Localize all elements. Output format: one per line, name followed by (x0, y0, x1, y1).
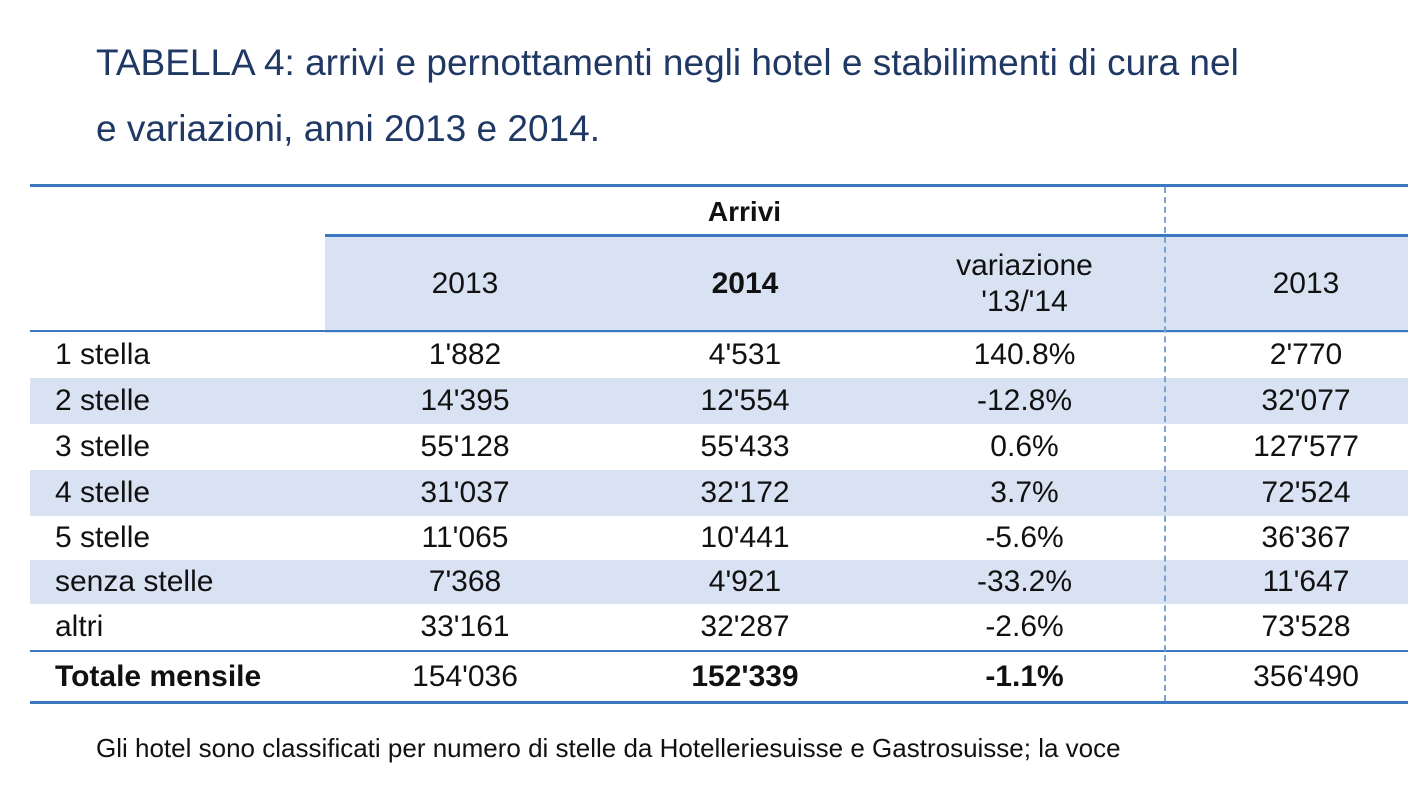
group-header-arrivi: Arrivi (707, 196, 782, 227)
cell-pernottamenti-2013: 356'490 (1253, 659, 1359, 693)
cell-arrivi-2014: 32'172 (700, 476, 790, 509)
column-group-separator (1164, 187, 1166, 701)
cell-arrivi-2014: 4'921 (708, 565, 782, 598)
cell-variazione: 3.7% (990, 476, 1059, 509)
cell-arrivi-2013: 11'065 (421, 521, 509, 554)
table-row: 5 stelle 11'065 10'441 -5.6% 36'367 (30, 516, 1408, 560)
column-header-variazione: variazione '13/'14 (885, 237, 1164, 330)
cell-variazione: -2.6% (985, 610, 1064, 643)
table-row: 2 stelle 14'395 12'554 -12.8% 32'077 (30, 378, 1408, 424)
cell-arrivi-2013: 33'161 (420, 610, 510, 643)
cell-pernottamenti-2013: 72'524 (1261, 476, 1351, 509)
cell-arrivi-2014: 55'433 (700, 430, 790, 463)
cell-arrivi-2013: 154'036 (412, 659, 518, 693)
table-row: senza stelle 7'368 4'921 -33.2% 11'647 (30, 560, 1408, 604)
cell-arrivi-2013: 1'882 (428, 338, 502, 371)
table-title-line-2: e variazioni, anni 2013 e 2014. (96, 108, 600, 149)
column-header-variazione-text: variazione '13/'14 (956, 248, 1093, 318)
data-table: Arrivi 2013 2014 variazione '13/'14 2013… (30, 184, 1408, 704)
cell-pernottamenti-2013: 127'577 (1253, 430, 1359, 463)
cell-variazione: -33.2% (976, 565, 1073, 598)
column-header-2013: 2013 (431, 266, 499, 300)
cell-arrivi-2014: 10'441 (700, 521, 790, 554)
table-top-rule (30, 184, 1408, 187)
cell-pernottamenti-2013: 73'528 (1261, 610, 1351, 643)
cell-pernottamenti-2013: 11'647 (1262, 565, 1350, 598)
table-row: 4 stelle 31'037 32'172 3.7% 72'524 (30, 470, 1408, 516)
column-header-band (325, 234, 1408, 333)
cell-variazione: -5.6% (985, 521, 1064, 554)
cell-arrivi-2013: 31'037 (420, 476, 510, 509)
table-row: altri 33'161 32'287 -2.6% 73'528 (30, 604, 1408, 650)
row-label: 5 stelle (55, 521, 151, 554)
cell-arrivi-2014: 152'339 (691, 659, 799, 693)
row-label: senza stelle (55, 565, 214, 598)
row-label: Totale mensile (55, 659, 262, 693)
row-label: altri (55, 610, 104, 643)
header-bottom-rule (30, 330, 1408, 332)
cell-arrivi-2013: 14'395 (420, 384, 510, 417)
row-label: 1 stella (55, 338, 151, 371)
table-bottom-rule (30, 701, 1408, 704)
cell-arrivi-2013: 7'368 (428, 565, 502, 598)
table-title-line-1: TABELLA 4: arrivi e pernottamenti negli … (96, 42, 1239, 83)
column-header-2014: 2014 (711, 266, 779, 300)
cell-pernottamenti-2013: 36'367 (1261, 521, 1351, 554)
row-label: 3 stelle (55, 430, 151, 463)
cell-variazione: -1.1% (985, 659, 1064, 693)
cell-pernottamenti-2013: 32'077 (1261, 384, 1351, 417)
cell-arrivi-2014: 12'554 (700, 384, 790, 417)
column-header-2013-pernottamenti: 2013 (1272, 266, 1340, 300)
cell-pernottamenti-2013: 2'770 (1269, 338, 1343, 371)
cell-arrivi-2014: 32'287 (700, 610, 790, 643)
cell-arrivi-2013: 55'128 (420, 430, 510, 463)
total-top-rule (30, 650, 1408, 652)
table-row: 3 stelle 55'128 55'433 0.6% 127'577 (30, 424, 1408, 470)
table-row-total: Totale mensile 154'036 152'339 -1.1% 356… (30, 652, 1408, 701)
row-label: 4 stelle (55, 476, 151, 509)
cell-variazione: 0.6% (990, 430, 1059, 463)
row-label: 2 stelle (55, 384, 151, 417)
cell-variazione: 140.8% (973, 338, 1076, 371)
table-title: TABELLA 4: arrivi e pernottamenti negli … (96, 30, 1239, 162)
footnote: Gli hotel sono classificati per numero d… (96, 733, 1121, 763)
cell-arrivi-2014: 4'531 (708, 338, 782, 371)
cell-variazione: -12.8% (976, 384, 1073, 417)
table-row: 1 stella 1'882 4'531 140.8% 2'770 (30, 332, 1408, 378)
